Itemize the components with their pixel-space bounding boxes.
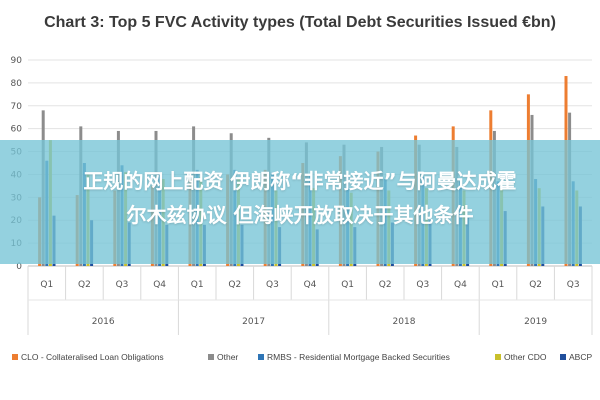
x-tick-label: Q2 bbox=[529, 280, 542, 290]
legend-label: Other bbox=[217, 352, 238, 362]
x-tick-label: Q1 bbox=[341, 280, 354, 290]
chart-title: Chart 3: Top 5 FVC Activity types (Total… bbox=[44, 14, 556, 31]
group-label: 2019 bbox=[524, 317, 547, 327]
y-tick-label: 0 bbox=[16, 262, 22, 272]
x-tick-label: Q1 bbox=[191, 280, 204, 290]
x-tick-label: Q3 bbox=[266, 280, 279, 290]
x-tick-label: Q2 bbox=[78, 280, 91, 290]
legend-swatch bbox=[495, 354, 501, 360]
headline-line-2: 尔木兹协议 但海峡开放取决于其他条件 bbox=[126, 203, 474, 227]
x-tick-label: Q2 bbox=[379, 280, 392, 290]
y-tick-label: 80 bbox=[11, 79, 23, 89]
x-tick-label: Q3 bbox=[116, 280, 129, 290]
legend-swatch bbox=[258, 354, 264, 360]
x-tick-label: Q3 bbox=[567, 280, 580, 290]
headline-line-1: 正规的网上配资 伊朗称“非常接近”与阿曼达成霍 bbox=[83, 169, 517, 193]
x-tick-label: Q2 bbox=[228, 280, 241, 290]
x-tick-label: Q1 bbox=[492, 280, 505, 290]
x-tick-label: Q4 bbox=[454, 280, 467, 290]
group-label: 2017 bbox=[242, 317, 265, 327]
x-tick-label: Q1 bbox=[40, 280, 53, 290]
legend-label: RMBS - Residential Mortgage Backed Secur… bbox=[267, 352, 450, 362]
headline-text[interactable]: 正规的网上配资 伊朗称“非常接近”与阿曼达成霍 尔木兹协议 但海峡开放取决于其他… bbox=[10, 164, 590, 232]
headline-banner bbox=[0, 140, 600, 264]
x-tick-label: Q4 bbox=[304, 280, 317, 290]
y-tick-label: 70 bbox=[11, 102, 23, 112]
x-tick-label: Q3 bbox=[416, 280, 429, 290]
legend-label: CLO - Collateralised Loan Obligations bbox=[21, 352, 164, 362]
legend-swatch bbox=[12, 354, 18, 360]
group-label: 2018 bbox=[393, 317, 416, 327]
group-label: 2016 bbox=[92, 317, 115, 327]
legend-label: Other CDO bbox=[504, 352, 547, 362]
legend-label: ABCP bbox=[569, 352, 592, 362]
legend-swatch bbox=[560, 354, 566, 360]
y-tick-label: 90 bbox=[11, 56, 23, 66]
x-tick-label: Q4 bbox=[153, 280, 166, 290]
legend-swatch bbox=[208, 354, 214, 360]
y-tick-label: 60 bbox=[11, 125, 23, 135]
